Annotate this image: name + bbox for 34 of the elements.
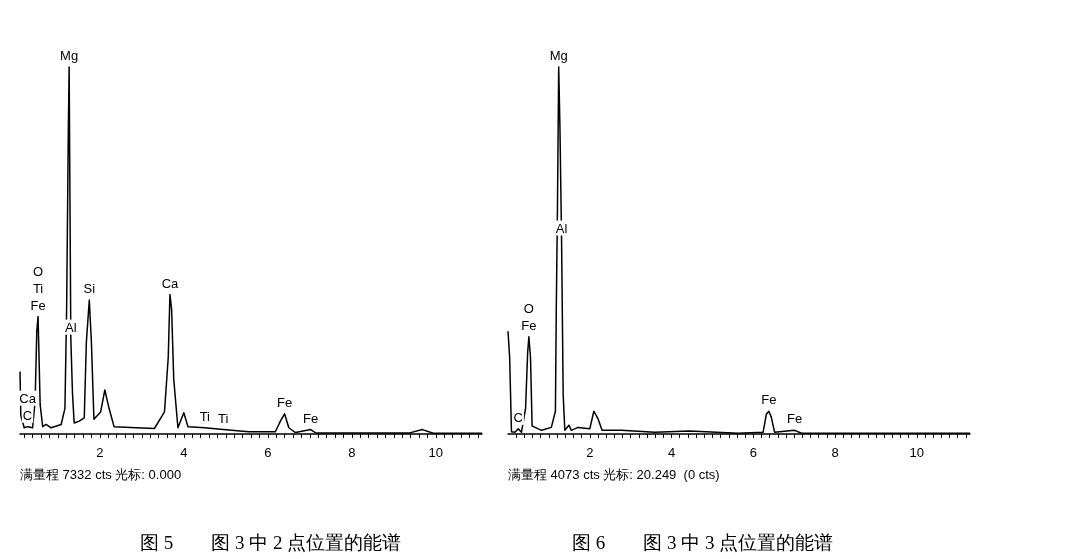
annotation: Mg	[549, 48, 568, 64]
x-tick-label: 10	[909, 445, 925, 460]
annotation: Ca	[161, 275, 180, 291]
annotation: Ca	[19, 390, 37, 406]
x-tick-label: 10	[428, 445, 444, 460]
annotation: Fe	[521, 317, 537, 333]
annotation: Fe	[303, 410, 319, 426]
x-tick-label: 6	[749, 445, 757, 460]
annotation: O	[33, 263, 44, 279]
annotation: C	[22, 407, 33, 423]
annotation: Si	[83, 281, 96, 297]
x-tick-label: 2	[586, 445, 594, 460]
annotation: Fe	[30, 297, 46, 313]
annotation: Fe	[761, 392, 777, 408]
x-tick-label: 6	[264, 445, 272, 460]
x-tick-label: 8	[348, 445, 356, 460]
annotation: C	[513, 409, 523, 425]
text: 图 5 图 3 中 2 点位置的能谱	[140, 532, 402, 553]
annotation: Ti	[199, 408, 211, 424]
text: 图 6 图 3 中 3 点位置的能谱	[572, 532, 834, 553]
text: 满量程 4073 cts 光标: 20.249 (0 cts)	[508, 467, 720, 482]
annotation: Al	[555, 220, 568, 236]
annotation: Mg	[60, 48, 79, 64]
text: 满量程 7332 cts 光标: 0.000	[20, 467, 182, 482]
x-tick-label: 4	[180, 445, 188, 460]
annotation: Al	[65, 319, 77, 335]
annotation: Ti	[218, 410, 229, 426]
annotation: Fe	[787, 411, 803, 427]
x-tick-label: 4	[667, 445, 676, 460]
annotation: Fe	[277, 394, 293, 410]
annotation: O	[523, 300, 534, 316]
x-tick-label: 8	[831, 445, 839, 460]
x-tick-label: 2	[96, 445, 104, 460]
annotation: Ti	[32, 280, 44, 296]
